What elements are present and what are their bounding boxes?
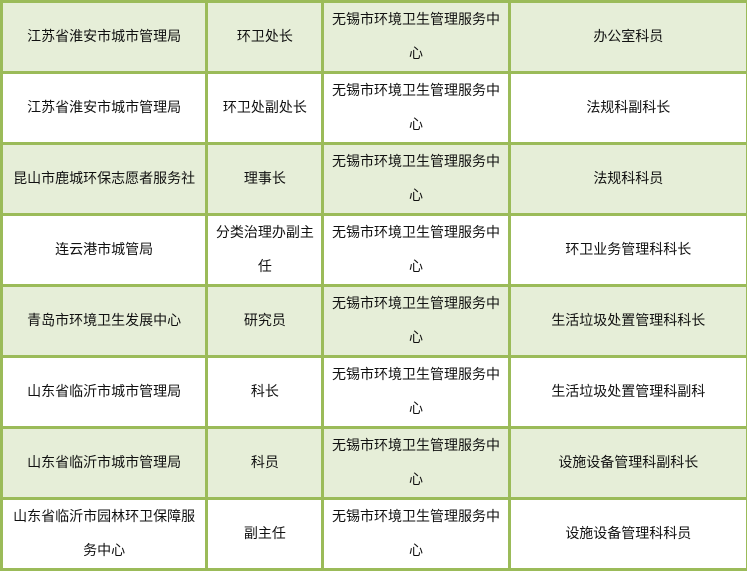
organization-cell: 山东省临沂市园林环卫保障服务中心 xyxy=(2,499,207,570)
host-post-cell: 设施设备管理科科员 xyxy=(509,499,747,570)
position-cell: 科员 xyxy=(207,428,323,499)
table-row: 山东省临沂市园林环卫保障服务中心副主任无锡市环境卫生管理服务中心设施设备管理科科… xyxy=(2,499,747,570)
organization-cell: 山东省临沂市城市管理局 xyxy=(2,428,207,499)
host-post-cell: 法规科科员 xyxy=(509,144,747,215)
host-unit-cell: 无锡市环境卫生管理服务中心 xyxy=(323,286,509,357)
position-cell: 副主任 xyxy=(207,499,323,570)
host-unit-cell: 无锡市环境卫生管理服务中心 xyxy=(323,215,509,286)
table-row: 昆山市鹿城环保志愿者服务社理事长无锡市环境卫生管理服务中心法规科科员 xyxy=(2,144,747,215)
position-cell: 理事长 xyxy=(207,144,323,215)
host-post-cell: 生活垃圾处置管理科副科 xyxy=(509,357,747,428)
position-cell: 科长 xyxy=(207,357,323,428)
table-row: 山东省临沂市城市管理局科长无锡市环境卫生管理服务中心生活垃圾处置管理科副科 xyxy=(2,357,747,428)
table-row: 江苏省淮安市城市管理局环卫处长无锡市环境卫生管理服务中心办公室科员 xyxy=(2,2,747,73)
position-cell: 研究员 xyxy=(207,286,323,357)
host-unit-cell: 无锡市环境卫生管理服务中心 xyxy=(323,428,509,499)
host-unit-cell: 无锡市环境卫生管理服务中心 xyxy=(323,73,509,144)
table-row: 山东省临沂市城市管理局科员无锡市环境卫生管理服务中心设施设备管理科副科长 xyxy=(2,428,747,499)
host-unit-cell: 无锡市环境卫生管理服务中心 xyxy=(323,144,509,215)
host-post-cell: 法规科副科长 xyxy=(509,73,747,144)
host-post-cell: 办公室科员 xyxy=(509,2,747,73)
position-cell: 分类治理办副主任 xyxy=(207,215,323,286)
organization-cell: 江苏省淮安市城市管理局 xyxy=(2,2,207,73)
organization-cell: 山东省临沂市城市管理局 xyxy=(2,357,207,428)
organization-cell: 江苏省淮安市城市管理局 xyxy=(2,73,207,144)
host-unit-cell: 无锡市环境卫生管理服务中心 xyxy=(323,499,509,570)
organization-cell: 青岛市环境卫生发展中心 xyxy=(2,286,207,357)
host-post-cell: 环卫业务管理科科长 xyxy=(509,215,747,286)
host-unit-cell: 无锡市环境卫生管理服务中心 xyxy=(323,357,509,428)
position-cell: 环卫处长 xyxy=(207,2,323,73)
position-cell: 环卫处副处长 xyxy=(207,73,323,144)
table-row: 青岛市环境卫生发展中心研究员无锡市环境卫生管理服务中心生活垃圾处置管理科科长 xyxy=(2,286,747,357)
table-row: 连云港市城管局分类治理办副主任无锡市环境卫生管理服务中心环卫业务管理科科长 xyxy=(2,215,747,286)
host-post-cell: 设施设备管理科副科长 xyxy=(509,428,747,499)
organization-cell: 昆山市鹿城环保志愿者服务社 xyxy=(2,144,207,215)
host-unit-cell: 无锡市环境卫生管理服务中心 xyxy=(323,2,509,73)
host-post-cell: 生活垃圾处置管理科科长 xyxy=(509,286,747,357)
organization-cell: 连云港市城管局 xyxy=(2,215,207,286)
table-row: 江苏省淮安市城市管理局环卫处副处长无锡市环境卫生管理服务中心法规科副科长 xyxy=(2,73,747,144)
